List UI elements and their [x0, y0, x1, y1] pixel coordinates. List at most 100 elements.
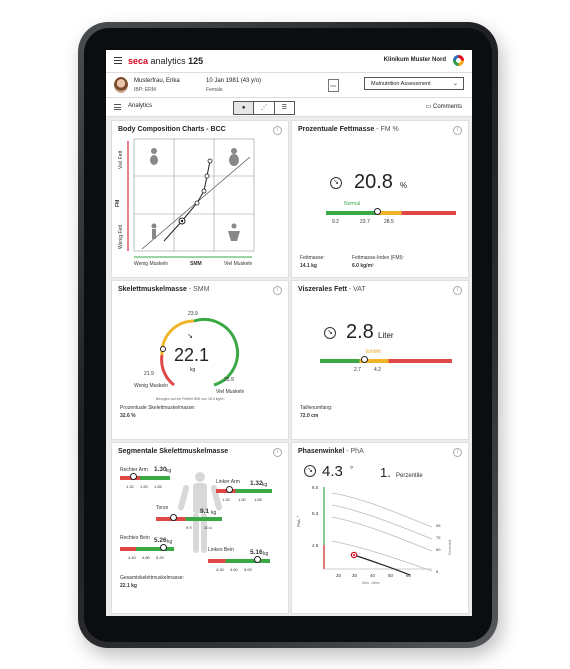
pha-y-label: PhA, ° [296, 515, 301, 527]
info-icon[interactable]: i [453, 286, 462, 295]
right-leg-unit: kg [167, 539, 173, 545]
pha-y-tick-2: 5.3 [312, 511, 319, 516]
chevron-down-icon: ⌄ [452, 81, 458, 87]
left-arm-t1: 1.32 [222, 497, 230, 502]
pha-percentile-axis: Perzentile [448, 539, 452, 555]
bcc-x-right: Viel Muskeln [224, 261, 253, 267]
patient-id: IBP: ERM [134, 87, 156, 93]
pha-x-tick-2: 30 [352, 573, 358, 578]
patient-dob: 10 Jan 1981 (43 y/o) [206, 78, 262, 84]
seg-foot-label: Gesamtskelettmuskelmasse: [120, 575, 184, 581]
left-leg-label: Linkes Bein [208, 547, 234, 553]
pha-x-tick-5: 60 [406, 573, 412, 578]
clinic-logo-icon [453, 55, 464, 66]
info-icon[interactable]: i [273, 126, 282, 135]
menu-icon[interactable] [114, 57, 122, 64]
vat-title: Viszerales Fett - VAT [298, 286, 366, 293]
seg-title: Segmentale Skelettmuskelmasse [118, 448, 229, 455]
view-single-button[interactable]: ● [234, 102, 255, 114]
vat-value: 2.8 [346, 321, 374, 343]
view-table-button[interactable]: ☰ [281, 105, 288, 111]
patient-name: Musterfrau, Erika [134, 78, 180, 84]
segmental-card[interactable]: Segmentale Skelettmuskelmasse i Rechter … [111, 442, 289, 614]
trend-down-icon: ↘ [324, 327, 336, 339]
bcc-y-mid: FM [115, 199, 121, 207]
bcc-card[interactable]: Body Composition Charts - BCC i [111, 120, 289, 278]
vat-foot-label: Taillenumfang: [300, 405, 333, 411]
vat-card[interactable]: Viszerales Fett - VAT i ↘ 2.8 Liter Erhö… [291, 280, 469, 440]
fm-tick-1: 9.2 [332, 219, 339, 225]
info-icon[interactable]: i [453, 448, 462, 457]
view-switcher: ● ⋰ ☰ [233, 101, 295, 115]
info-icon[interactable]: i [453, 126, 462, 135]
left-leg-marker [254, 556, 261, 563]
fm-foot1-value: 14.1 kg [300, 263, 317, 269]
smm-title: Skelettmuskelmasse - SMM [118, 286, 209, 293]
smm-low-label: Wenig Muskeln [134, 383, 169, 389]
fm-marker [373, 208, 381, 215]
top-bar: seca analytics 125 Klinikum Muster Nord [106, 50, 472, 73]
fm-tick-2: 23.7 [360, 219, 370, 225]
bcc-y-bottom: Wenig Fett [118, 224, 124, 249]
trend-down-icon: ↘ [330, 177, 342, 189]
smm-note: Bezogen auf ein Fettfrei BMI von 18,3 kg… [156, 397, 225, 401]
right-arm-t2: 1.50 [140, 484, 148, 489]
fm-tick-3: 28.5 [384, 219, 394, 225]
smm-high-label: Viel Muskeln [216, 389, 245, 395]
left-leg-t2: 4.60 [230, 567, 238, 572]
fm-title-main: Prozentuale Fettmasse [298, 126, 375, 133]
clinic-name[interactable]: Klinikum Muster Nord [383, 57, 446, 63]
right-arm-label: Rechter Arm [120, 467, 148, 473]
fm-title-suffix: - FM % [374, 126, 399, 133]
assessment-select[interactable]: Malnutrition Assessment ⌄ [364, 77, 464, 90]
right-leg-t2: 4.80 [142, 555, 150, 560]
smm-foot-label: Prozentuale Skelettmuskelmasse: [120, 405, 196, 411]
info-icon[interactable]: i [273, 448, 282, 457]
fm-card[interactable]: Prozentuale Fettmasse - FM % i ↘ 20.8 % … [291, 120, 469, 278]
list-icon[interactable] [114, 104, 121, 110]
pha-x-tick-4: 50 [388, 573, 394, 578]
smm-title-suffix: - SMM [186, 286, 210, 293]
left-arm-t3: 1.65 [254, 497, 262, 502]
right-arm-t3: 1.65 [154, 484, 162, 489]
comments-button[interactable]: ▭ Comments [426, 103, 462, 110]
smm-title-main: Skelettmuskelmasse [118, 286, 187, 293]
pdf-export-icon[interactable]: PDF [328, 79, 339, 92]
info-icon[interactable]: i [273, 286, 282, 295]
brand-seca: seca [128, 56, 149, 66]
smm-left-tick: 21.9 [144, 371, 154, 377]
fm-foot1-label: Fettmasse: [300, 255, 325, 261]
pha-title-suffix: - PhA [344, 448, 364, 455]
app-screen: seca analytics 125 Klinikum Muster Nord … [106, 50, 472, 616]
left-arm-unit: kg [262, 482, 268, 488]
analytics-nav: Analytics ● ⋰ ☰ ▭ Comments [106, 98, 472, 117]
patient-bar: Musterfrau, Erika IBP: ERM 10 Jan 1981 (… [106, 73, 472, 98]
vat-unit: Liter [378, 331, 394, 340]
pha-card[interactable]: Phasenwinkel - PhA i ↘ 4.3 ° 1. Perzenti… [291, 442, 469, 614]
smm-right-tick: 25.9 [224, 377, 234, 383]
trend-down-icon: ↘ [187, 333, 193, 340]
comment-icon: ▭ [425, 104, 432, 110]
right-arm-unit: kg [166, 468, 172, 474]
smm-foot-value: 32.6 % [120, 413, 136, 419]
torso-unit: kg [211, 510, 217, 516]
app-brand: seca analytics 125 [128, 56, 203, 66]
fm-unit: % [400, 181, 408, 190]
brand-version: 125 [188, 56, 204, 66]
pha-title-main: Phasenwinkel [298, 448, 345, 455]
trend-down-icon: ↘ [304, 465, 316, 477]
pha-curve-5: 5 [436, 569, 439, 574]
smm-card[interactable]: Skelettmuskelmasse - SMM i 23.9 21.9 25.… [111, 280, 289, 440]
left-leg-value: 5.16 [250, 549, 263, 556]
smm-value: 22.1 [174, 345, 210, 365]
view-trend-button[interactable]: ⋰ [254, 102, 275, 114]
left-arm-marker [226, 486, 233, 493]
assessment-select-value: Malnutrition Assessment [371, 81, 431, 87]
pha-curve-75: 75 [436, 535, 441, 540]
torso-marker [170, 514, 177, 521]
comments-label: Comments [432, 104, 462, 110]
bcc-title: Body Composition Charts - BCC [118, 126, 226, 133]
right-arm-marker [130, 473, 137, 480]
pha-curve-50: 50 [436, 547, 441, 552]
torso-value: 9.1 [200, 508, 210, 515]
